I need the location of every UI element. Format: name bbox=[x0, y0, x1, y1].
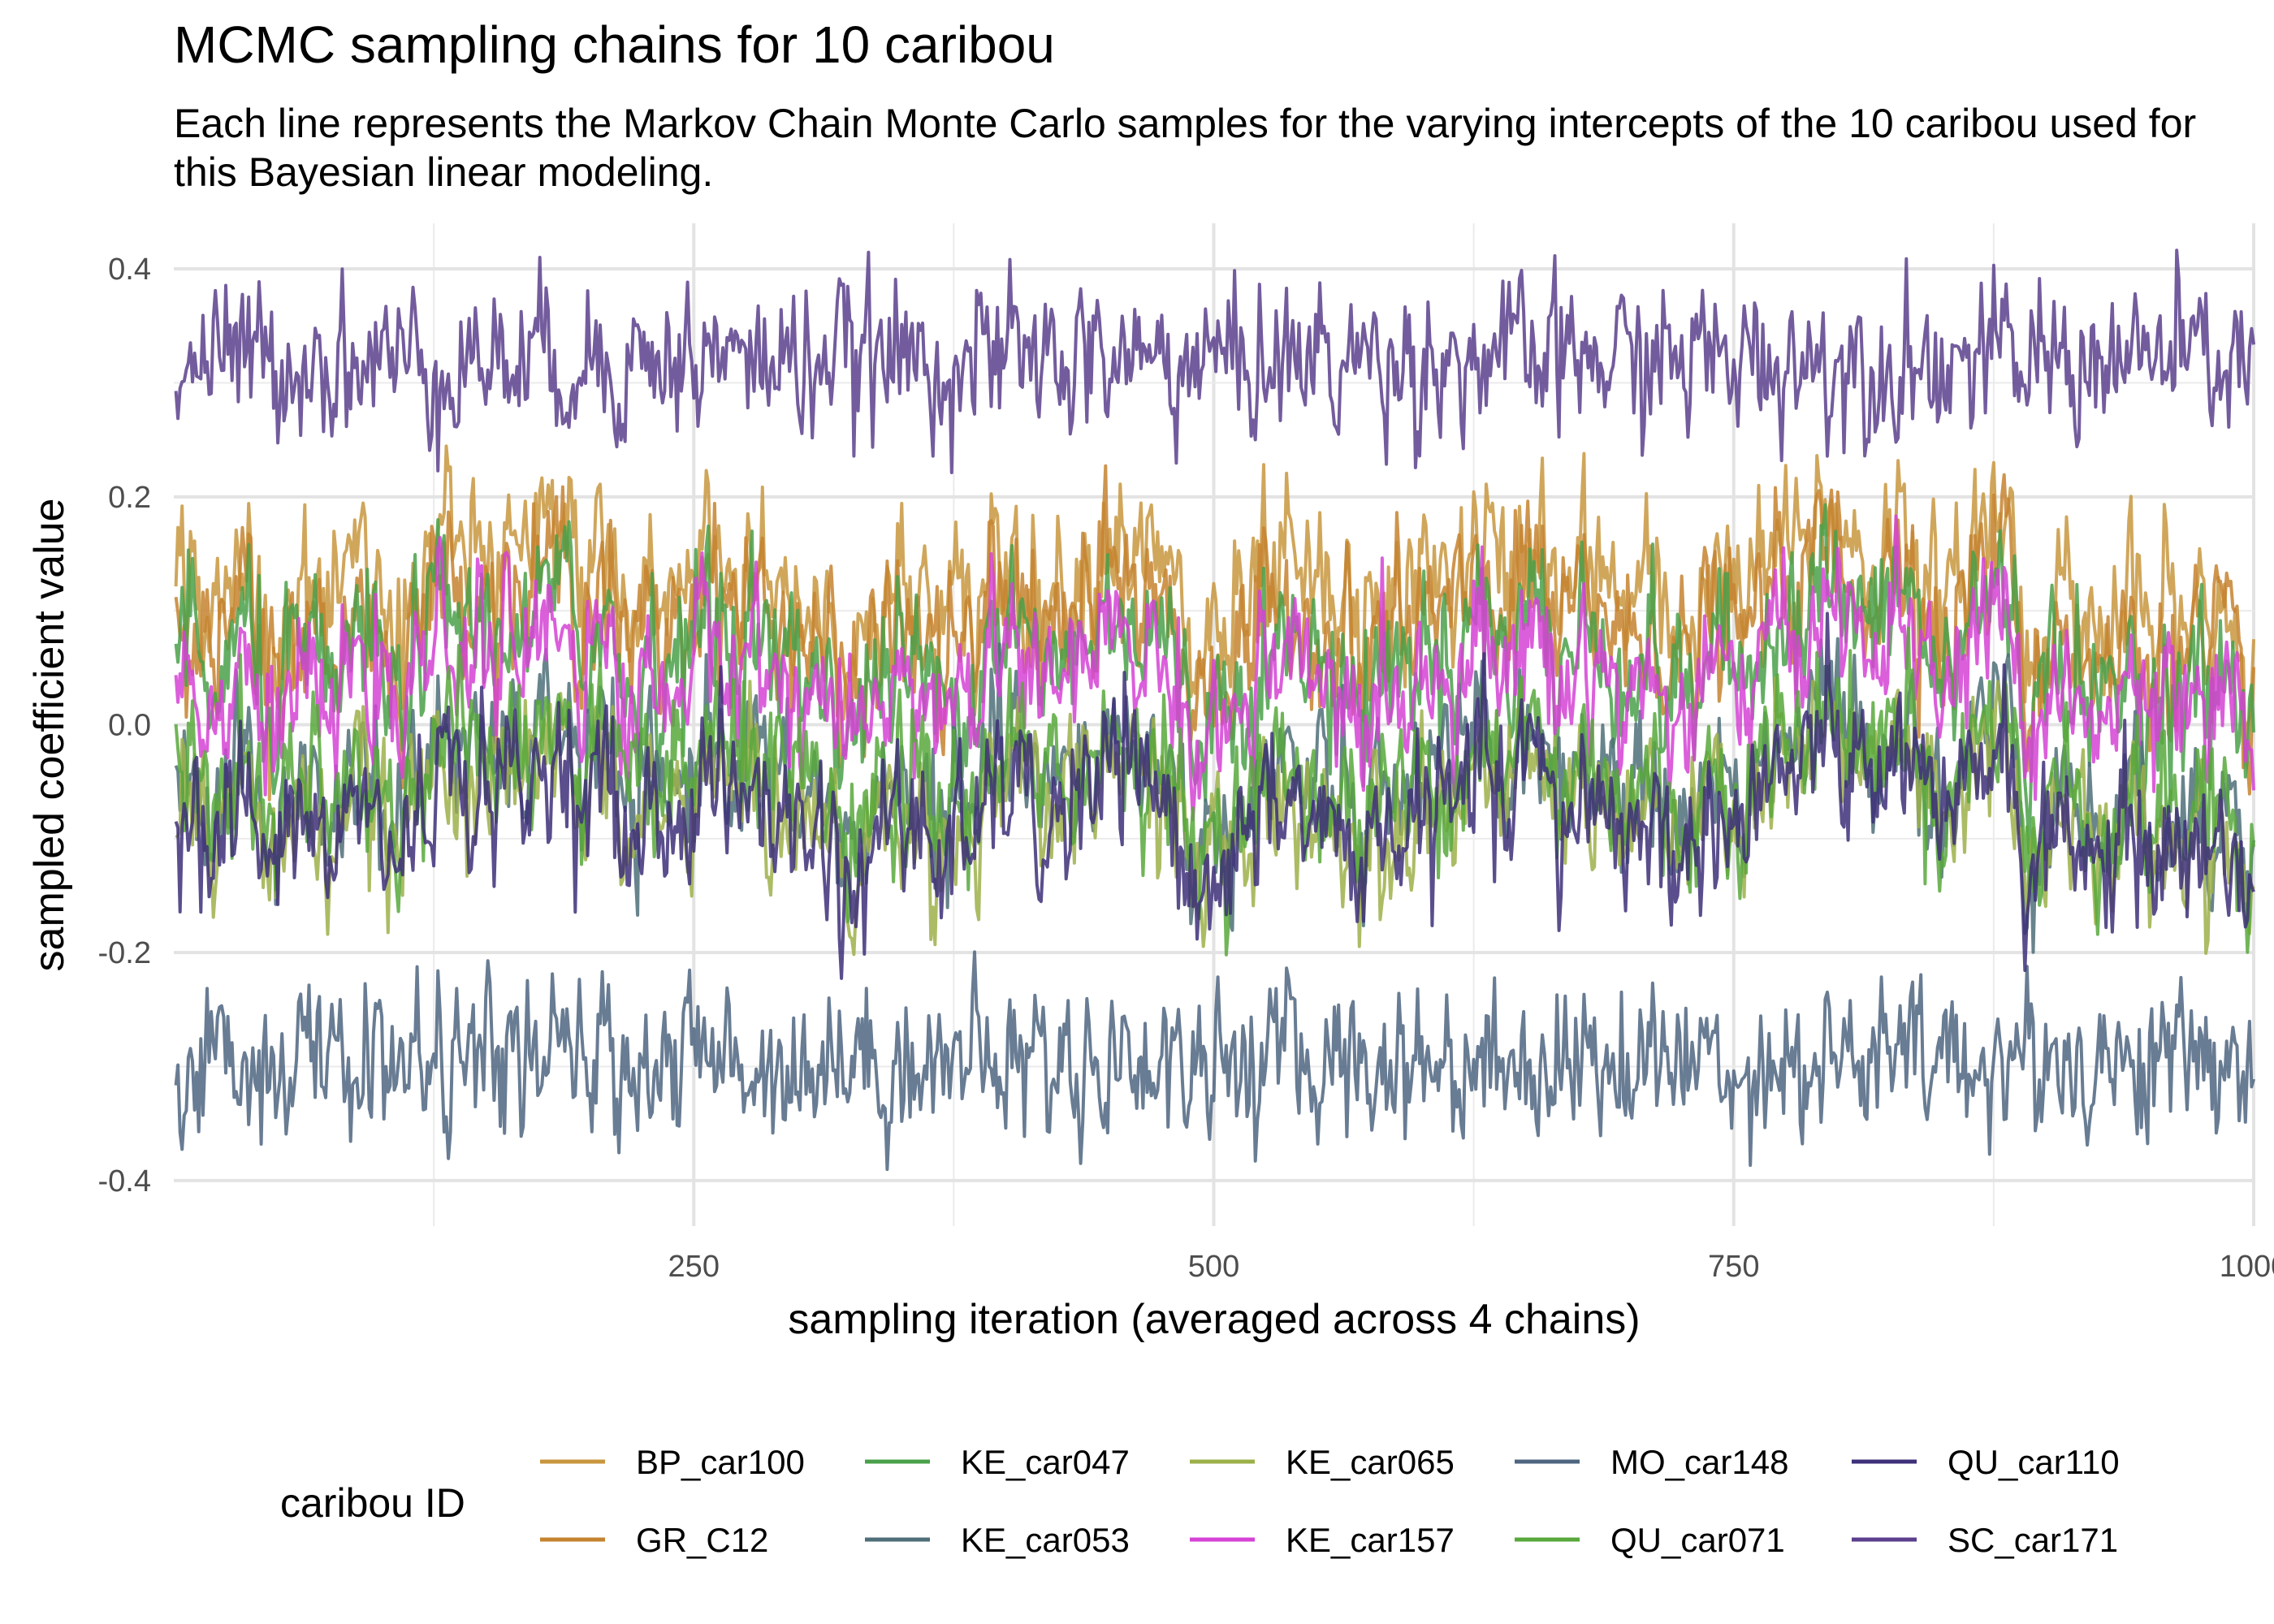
legend-label: BP_car100 bbox=[636, 1443, 805, 1481]
legend-item-KE_car157: KE_car157 bbox=[1190, 1521, 1455, 1559]
series-line-MO_car148 bbox=[174, 950, 2255, 1172]
legend-label: KE_car047 bbox=[961, 1443, 1130, 1481]
legend-item-KE_car047: KE_car047 bbox=[865, 1443, 1130, 1481]
legend-label: MO_car148 bbox=[1610, 1443, 1788, 1481]
legend-item-KE_car053: KE_car053 bbox=[865, 1521, 1130, 1559]
x-tick-label: 750 bbox=[1708, 1250, 1759, 1284]
legend-label: KE_car157 bbox=[1286, 1521, 1455, 1559]
legend-label: KE_car053 bbox=[961, 1521, 1130, 1559]
legend-item-QU_car110: QU_car110 bbox=[1852, 1443, 2120, 1481]
series-line-SC_car171 bbox=[174, 248, 2255, 474]
legend-item-KE_car065: KE_car065 bbox=[1190, 1443, 1455, 1481]
x-axis-title: sampling iteration (averaged across 4 ch… bbox=[788, 1296, 1640, 1343]
y-tick-label: -0.2 bbox=[98, 936, 151, 970]
legend-label: GR_C12 bbox=[636, 1521, 768, 1559]
x-tick-label: 250 bbox=[668, 1250, 720, 1284]
chart-subtitle: Each line represents the Markov Chain Mo… bbox=[174, 101, 2197, 195]
series-line-QU_car071 bbox=[174, 626, 2255, 957]
series-layer bbox=[174, 248, 2255, 1172]
legend-item-SC_car171: SC_car171 bbox=[1852, 1521, 2118, 1559]
y-tick-label: 0.2 bbox=[108, 481, 151, 515]
legend-item-GR_C12: GR_C12 bbox=[540, 1521, 768, 1559]
legend-item-QU_car071: QU_car071 bbox=[1515, 1521, 1785, 1559]
legend-label: SC_car171 bbox=[1948, 1521, 2118, 1559]
legend-title: caribou ID bbox=[280, 1480, 465, 1526]
legend-label: QU_car110 bbox=[1948, 1443, 2120, 1481]
chart-title: MCMC sampling chains for 10 caribou bbox=[174, 15, 1055, 74]
x-tick-label: 500 bbox=[1188, 1250, 1239, 1284]
y-tick-label: -0.4 bbox=[98, 1164, 151, 1199]
legend-item-MO_car148: MO_car148 bbox=[1515, 1443, 1788, 1481]
series-line-QU_car110 bbox=[174, 611, 2255, 980]
y-tick-label: 0.0 bbox=[108, 709, 151, 743]
y-axis-title: sampled coefficient value bbox=[26, 499, 73, 972]
legend: caribou ID BP_car100 GR_C12 KE_car047 KE_ca… bbox=[280, 1443, 2120, 1559]
legend-label: KE_car065 bbox=[1286, 1443, 1455, 1481]
legend-item-BP_car100: BP_car100 bbox=[540, 1443, 805, 1481]
y-tick-label: 0.4 bbox=[108, 253, 151, 287]
legend-label: QU_car071 bbox=[1610, 1521, 1785, 1559]
